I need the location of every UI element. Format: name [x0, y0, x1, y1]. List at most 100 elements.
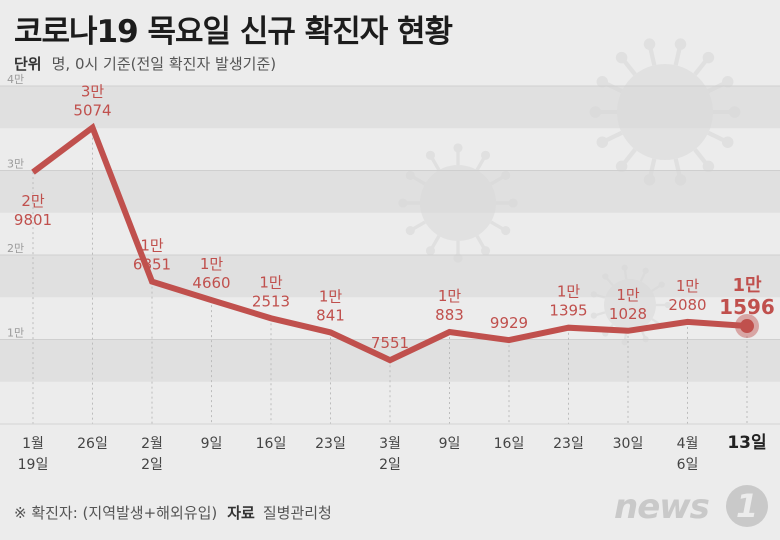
x-tick-sublabel: 19일 — [18, 457, 49, 473]
data-label-value: 2513 — [252, 292, 290, 310]
x-tick-label: 2월 — [141, 436, 163, 452]
virus-spike-tip — [643, 174, 656, 186]
x-tick-label: 23일 — [553, 436, 584, 452]
virus-spike-tip — [615, 51, 628, 64]
x-tick-label: 3월 — [379, 436, 401, 452]
virus-spike-tip — [621, 264, 628, 271]
x-tick-sublabel: 2일 — [141, 457, 163, 473]
y-tick-label: 1만 — [7, 327, 24, 340]
data-label-value: 4660 — [192, 274, 230, 292]
source-text: 질병관리청 — [262, 504, 332, 522]
virus-spike-tip — [405, 225, 415, 236]
data-label-value: 9801 — [14, 211, 52, 229]
background-band — [0, 255, 780, 298]
x-tick-label: 16일 — [494, 436, 525, 452]
data-label-man: 1만 — [200, 255, 224, 273]
virus-illustrations — [398, 38, 741, 346]
virus-body — [604, 279, 656, 331]
logo-mark: 1 — [726, 485, 768, 527]
news1-logo: news 1 — [614, 485, 774, 529]
y-tick-label: 3만 — [7, 158, 24, 171]
x-tick-sublabel: 2일 — [379, 457, 401, 473]
virus-spike-tip — [596, 136, 609, 148]
data-label-man: 1만 — [616, 286, 640, 304]
virus-spike-tip — [664, 301, 671, 309]
x-tick-label: 16일 — [256, 436, 287, 452]
data-label-man: 1만 — [438, 287, 462, 305]
series — [31, 122, 759, 364]
virus-spike-tip — [508, 198, 518, 208]
series-line — [31, 122, 748, 364]
highlight-point — [740, 319, 754, 334]
data-label-man: 2만 — [21, 192, 45, 210]
virus-spike-tip — [501, 225, 511, 236]
data-label-value: 1395 — [549, 302, 587, 320]
virus-body — [420, 165, 496, 241]
virus-spike-tip — [405, 170, 415, 181]
virus-spike-tip — [398, 198, 408, 208]
data-label-man: 1만 — [676, 277, 700, 295]
virus-spike-tip — [596, 76, 609, 88]
virus-spike-tip — [453, 143, 463, 153]
virus-spike-tip — [480, 150, 491, 160]
virus-icon — [398, 143, 518, 263]
virus-body — [617, 64, 713, 160]
data-label-man: 1만 — [259, 273, 283, 291]
data-label-man: 3만 — [81, 83, 105, 101]
data-label-man: 1만 — [557, 283, 581, 301]
virus-spike-tip — [621, 339, 628, 346]
chart-title: 코로나19 목요일 신규 확진자 현황 — [14, 14, 453, 50]
virus-spike-tip — [480, 246, 491, 256]
x-tick-label: 1월 — [22, 436, 44, 452]
unit-note: 단위 명, 0시 기준(전일 확진자 발생기준) — [14, 53, 276, 74]
virus-spike-tip — [721, 136, 734, 148]
data-label-man: 1만 — [319, 287, 343, 305]
virus-spike-tip — [453, 253, 463, 263]
data-label-value: 883 — [435, 306, 464, 324]
source-label: 자료 — [227, 504, 255, 522]
virus-spike-tip — [602, 273, 609, 280]
footer: ※ 확진자: (지역발생+해외유입) 자료 질병관리청 — [14, 502, 332, 523]
virus-spike-tip — [721, 76, 734, 88]
virus-icon — [589, 38, 741, 186]
unit-label: 단위 — [14, 55, 42, 73]
virus-spike-tip — [702, 160, 715, 173]
virus-spike-tip — [589, 106, 602, 118]
virus-spike-tip — [674, 174, 687, 186]
virus-spike-tip — [658, 281, 665, 288]
data-label-value: 1596 — [719, 295, 775, 319]
data-label-value: 841 — [316, 306, 345, 324]
x-axis: 1월 19일 26일 2월 2일 9일 16일 23일 3월 2일 9일 16일 23일 30일 4월 6일 1… — [0, 423, 780, 473]
virus-spike-tip — [425, 150, 436, 160]
virus-spike-tip — [674, 38, 687, 50]
gridlines: 1만 2만 3만 4만 — [0, 73, 780, 424]
unit-text: 명, 0시 기준(전일 확진자 발생기준) — [51, 55, 277, 73]
x-tick-label: 23일 — [315, 436, 346, 452]
data-label-value: 5074 — [73, 102, 111, 120]
virus-spike-tip — [590, 312, 597, 319]
virus-spike-tip — [702, 51, 715, 64]
data-label-man: 1만 — [140, 237, 164, 255]
virus-spike-tip — [728, 106, 741, 118]
logo-text: news — [614, 487, 710, 527]
virus-spike-tip — [590, 291, 597, 298]
x-tick-label: 13일 — [727, 433, 766, 453]
virus-spike-tip — [425, 246, 436, 256]
data-label-value: 6851 — [133, 256, 171, 274]
x-tick-label: 4월 — [677, 436, 699, 452]
data-label-value: 7551 — [371, 334, 409, 352]
virus-spike-tip — [615, 160, 628, 173]
footer-note: ※ 확진자: (지역발생+해외유입) — [14, 504, 218, 522]
x-tick-label: 9일 — [201, 436, 223, 452]
data-label-value: 9929 — [490, 314, 528, 332]
x-tick-label: 9일 — [439, 436, 461, 452]
x-tick-label: 26일 — [77, 436, 108, 452]
x-tick-sublabel: 6일 — [677, 457, 699, 473]
virus-spike-tip — [501, 170, 511, 181]
data-label-value: 1028 — [609, 305, 647, 323]
y-tick-label: 2만 — [7, 242, 24, 255]
virus-spike-tip — [643, 38, 656, 50]
virus-spike-tip — [642, 267, 649, 274]
